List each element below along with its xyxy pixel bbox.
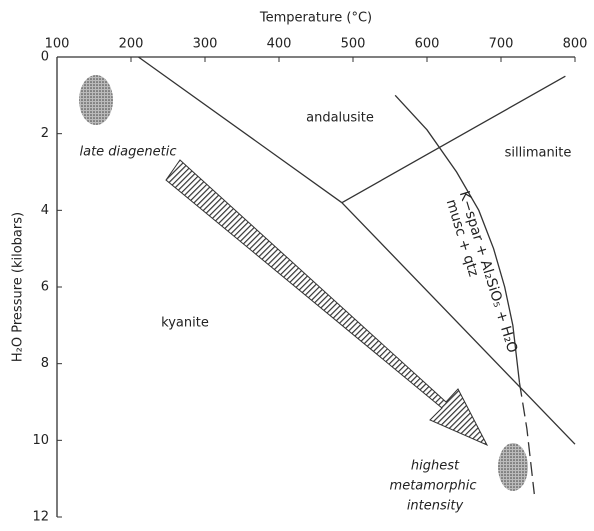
phase-boundary bbox=[518, 382, 535, 495]
x-tick-label: 300 bbox=[193, 37, 218, 52]
y-tick-label: 8 bbox=[41, 356, 49, 371]
annotation: metamorphic bbox=[390, 479, 477, 494]
annotation: andalusite bbox=[306, 111, 374, 126]
x-tick-label: 500 bbox=[341, 37, 366, 52]
y-tick-label: 6 bbox=[41, 280, 49, 295]
annotation: kyanite bbox=[161, 316, 209, 331]
y-tick-label: 10 bbox=[32, 433, 49, 448]
phase-boundary bbox=[341, 75, 566, 204]
phase-boundary bbox=[394, 94, 521, 383]
x-tick-label: 100 bbox=[45, 37, 70, 52]
x-tick-label: 600 bbox=[415, 37, 440, 52]
y-axis-title: H₂O Pressure (kilobars) bbox=[11, 212, 26, 362]
phase-boundary bbox=[138, 56, 343, 204]
annotation: late diagenetic bbox=[80, 145, 177, 160]
x-tick-label: 700 bbox=[489, 37, 514, 52]
y-tick-label: 4 bbox=[41, 203, 49, 218]
y-tick-label: 0 bbox=[41, 50, 49, 65]
annotation: highest bbox=[411, 459, 460, 474]
annotation: sillimanite bbox=[505, 146, 572, 161]
x-tick-label: 200 bbox=[119, 37, 144, 52]
annotation: intensity bbox=[407, 499, 464, 514]
phase-boundary bbox=[341, 202, 576, 445]
x-tick-label: 800 bbox=[563, 37, 588, 52]
x-tick-label: 400 bbox=[267, 37, 292, 52]
y-tick-label: 2 bbox=[41, 126, 49, 141]
y-tick-label: 12 bbox=[32, 510, 49, 525]
sample-blob bbox=[498, 443, 528, 491]
trend-arrow bbox=[165, 159, 489, 447]
sample-blob bbox=[79, 75, 113, 125]
x-axis-title: Temperature (°C) bbox=[259, 11, 372, 26]
